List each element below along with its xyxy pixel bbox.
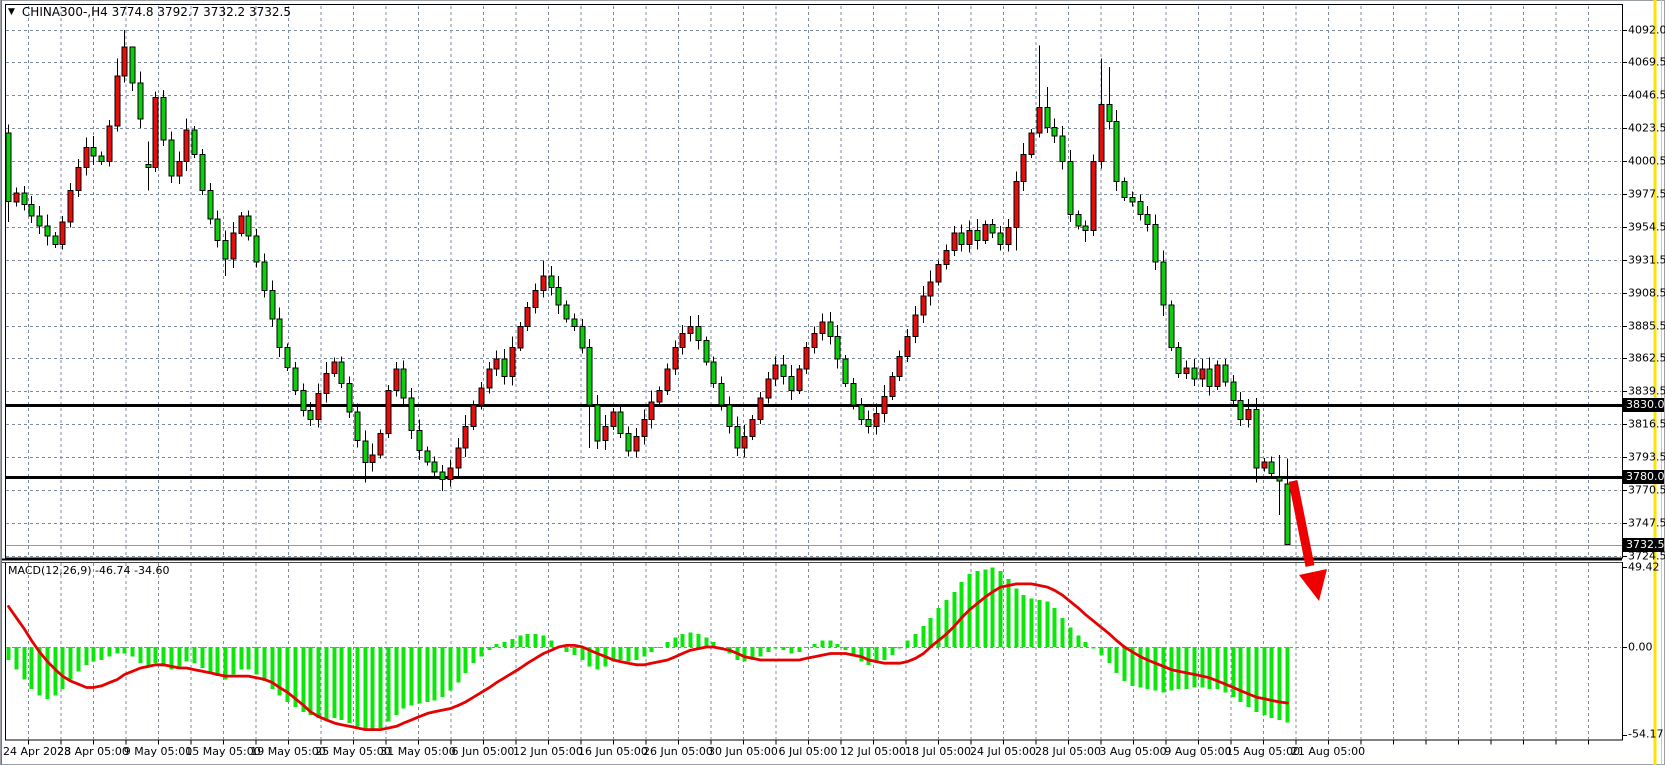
time-tick-label: 6 Jun 05:00 <box>451 745 515 758</box>
candles <box>5 30 1291 545</box>
time-tick-label: 30 Jun 05:00 <box>708 745 778 758</box>
time-tick-label: 31 May 05:00 <box>380 745 456 758</box>
time-tick-label: 12 Jun 05:00 <box>513 745 583 758</box>
macd-histogram <box>6 567 1290 732</box>
price-tick-label: 3908.5 <box>1628 286 1665 300</box>
price-axis-scale[interactable] <box>1623 0 1655 740</box>
time-axis-scale[interactable] <box>5 740 1622 762</box>
price-level-badge: 3830.0 <box>1623 397 1665 412</box>
price-tick-label: 3862.5 <box>1628 351 1665 365</box>
price-tick-label: 4023.5 <box>1628 121 1665 135</box>
time-tick-label: 21 Aug 05:00 <box>1290 745 1366 758</box>
price-tick-label: 3839.5 <box>1628 384 1665 398</box>
price-tick-label: 3954.5 <box>1628 220 1665 234</box>
macd-tick-label: -54.17 <box>1628 727 1664 741</box>
time-tick-label: 9 May 05:00 <box>123 745 193 758</box>
price-level-badge: 3780.0 <box>1623 469 1665 484</box>
price-tick-label: 3724.5 <box>1628 549 1665 563</box>
time-tick-label: 15 Aug 05:00 <box>1225 745 1301 758</box>
price-tick-label: 3816.5 <box>1628 417 1665 431</box>
time-tick-label: 28 Apr 05:00 <box>57 745 129 758</box>
time-tick-label: 24 Jul 05:00 <box>970 745 1036 758</box>
price-tick-label: 4069.5 <box>1628 55 1665 69</box>
time-tick-label: 25 May 05:00 <box>315 745 391 758</box>
time-tick-label: 24 Apr 2023 <box>3 745 72 758</box>
price-tick-label: 4046.5 <box>1628 88 1665 102</box>
quote-line: CHINA300-,H4 3774.8 3792.7 3732.2 3732.5 <box>21 5 291 19</box>
price-tick-label: 3770.5 <box>1628 483 1665 497</box>
window-splitter[interactable] <box>1653 0 1659 765</box>
macd-indicator-label: MACD(12,26,9) -46.74 -34.60 <box>8 564 170 577</box>
current-price-badge: 3732.5 <box>1623 537 1665 552</box>
time-tick-label: 28 Jul 05:00 <box>1035 745 1101 758</box>
macd-tick-label: 0.00 <box>1628 640 1653 654</box>
time-tick-label: 16 Jun 05:00 <box>578 745 648 758</box>
time-tick-label: 9 Aug 05:00 <box>1164 745 1232 758</box>
macd-signal-line <box>7 582 1289 731</box>
time-tick-label: 15 May 05:00 <box>185 745 261 758</box>
chart-title: ▼ CHINA300-,H4 3774.8 3792.7 3732.2 3732… <box>8 5 291 19</box>
support-resistance-lines[interactable] <box>5 404 1622 479</box>
price-tick-label: 3747.5 <box>1628 516 1665 530</box>
trend-arrow[interactable] <box>1288 480 1327 601</box>
price-tick-label: 3931.5 <box>1628 253 1665 267</box>
price-tick-label: 4092.0 <box>1628 23 1665 37</box>
symbol-dropdown-icon[interactable]: ▼ <box>8 7 15 17</box>
time-tick-label: 18 Jul 05:00 <box>905 745 971 758</box>
time-tick-label: 26 Jun 05:00 <box>643 745 713 758</box>
price-tick-label: 4000.5 <box>1628 154 1665 168</box>
main-chart-pane[interactable] <box>5 5 1622 558</box>
time-tick-label: 3 Aug 05:00 <box>1099 745 1167 758</box>
window-edge-highlight <box>1653 0 1662 765</box>
time-tick-label: 12 Jul 05:00 <box>840 745 906 758</box>
price-tick-label: 3977.5 <box>1628 187 1665 201</box>
price-tick-label: 3885.5 <box>1628 319 1665 333</box>
price-tick-label: 3793.5 <box>1628 450 1665 464</box>
macd-pane[interactable] <box>5 562 1622 740</box>
time-tick-label: 19 May 05:00 <box>250 745 326 758</box>
macd-tick-label: 49.42 <box>1628 560 1660 574</box>
grid <box>6 6 1621 739</box>
time-tick-label: 6 Jul 05:00 <box>778 745 838 758</box>
